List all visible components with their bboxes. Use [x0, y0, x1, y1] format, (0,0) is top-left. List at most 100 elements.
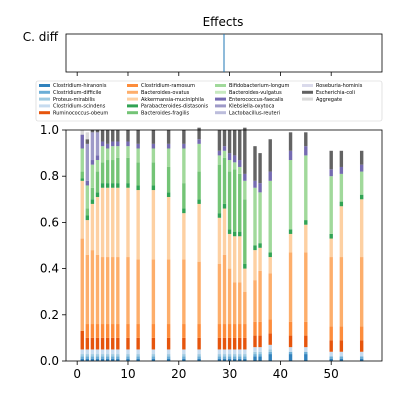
bar-segment: [80, 354, 84, 357]
bar-segment: [304, 335, 308, 348]
bar-segment: [197, 171, 201, 200]
bar-segment: [288, 321, 293, 336]
bar-segment: [329, 326, 333, 341]
bar-segment: [100, 130, 105, 142]
bar-segment: [268, 252, 272, 258]
bar-segment: [339, 358, 344, 361]
bar-segment: [253, 321, 257, 336]
bar-segment: [126, 141, 130, 147]
bar-segment: [288, 160, 293, 230]
bar-segment: [136, 185, 140, 191]
legend-label: Parabacteroides-distasonis: [141, 104, 208, 110]
bar-segment: [232, 358, 237, 361]
bar-segment: [85, 185, 90, 209]
bar-segment: [80, 356, 84, 359]
bar-segment: [166, 354, 171, 357]
bar-segment: [136, 349, 140, 355]
bar-segment: [258, 270, 262, 322]
bar-segment: [136, 162, 140, 186]
bar-segment: [359, 171, 364, 195]
bar-plot-frame: [65, 129, 383, 362]
bar-segment: [243, 180, 247, 200]
bar-segment: [166, 166, 171, 193]
bar-segment: [217, 358, 222, 361]
bar-segment: [222, 358, 227, 361]
bar-segment: [80, 171, 84, 179]
bar-segment: [95, 337, 100, 350]
bar-segment: [232, 354, 237, 357]
legend-swatch: [39, 84, 50, 87]
bar-segment: [166, 148, 171, 167]
bar-segment: [182, 356, 186, 359]
legend-label: Bifidobacterium-longum: [229, 83, 289, 89]
legend-label: Proteus-mirabilis: [53, 97, 95, 103]
bar-segment: [116, 337, 120, 350]
bar-segment: [339, 257, 344, 327]
bar-segment: [166, 349, 171, 355]
x-tick-label: 30: [222, 367, 237, 381]
bar-segment: [329, 358, 333, 361]
bar-segment: [243, 337, 247, 350]
bar-segment: [304, 146, 308, 156]
bar-segment: [85, 254, 90, 325]
bar-segment: [359, 340, 364, 352]
bar-segment: [182, 130, 186, 144]
bar-segment: [100, 356, 105, 359]
bar-segment: [253, 250, 257, 281]
bar-segment: [116, 349, 120, 355]
bar-segment: [232, 324, 237, 338]
bar-segment: [95, 349, 100, 355]
bar-segment: [126, 358, 130, 361]
bar-segment: [268, 180, 272, 253]
bar-segment: [232, 231, 237, 237]
legend-swatch: [127, 84, 138, 87]
bar-segment: [217, 337, 222, 350]
bar-segment: [151, 358, 156, 361]
legend-label: Klebsiella-oxytoca: [229, 104, 274, 110]
y-tick-label: 0.8: [40, 169, 59, 183]
legend-swatch: [127, 90, 138, 94]
bar-segment: [100, 324, 105, 338]
bar-segment: [222, 254, 227, 325]
bar-segment: [105, 143, 110, 149]
bar-segment: [95, 324, 100, 338]
bar-segment: [258, 347, 262, 352]
legend-label: Lactobacillus-reuteri: [229, 110, 280, 116]
bar-segment: [105, 148, 110, 161]
legend-label: Bacteroides-ovatus: [141, 90, 190, 96]
bar-segment: [339, 340, 344, 352]
bar-segment: [85, 358, 90, 361]
bar-segment: [95, 155, 100, 161]
bar-segment: [227, 356, 232, 359]
bar-segment: [222, 203, 227, 209]
bar-segment: [268, 139, 272, 172]
bar-segment: [339, 166, 344, 174]
bar-segment: [258, 183, 262, 193]
bar-segment: [85, 356, 90, 359]
bar-segment: [111, 324, 115, 338]
bar-segment: [197, 358, 201, 361]
bar-segment: [126, 187, 130, 258]
bar-segment: [232, 349, 237, 355]
bar-segment: [100, 187, 105, 258]
bar-segment: [288, 351, 293, 355]
bar-segment: [85, 324, 90, 338]
bar-segment: [258, 321, 262, 336]
bar-segment: [258, 192, 262, 244]
bar-segment: [197, 356, 201, 359]
bar-segment: [288, 335, 293, 348]
bar-segment: [166, 130, 171, 144]
bar-segment: [268, 333, 272, 345]
bar-segment: [197, 261, 201, 325]
bar-segment: [80, 238, 84, 331]
bar-segment: [95, 254, 100, 325]
bar-segment: [85, 208, 90, 216]
bar-segment: [151, 349, 156, 355]
bar-segment: [182, 337, 186, 350]
bar-segment: [268, 349, 272, 352]
bar-segment: [222, 150, 227, 158]
bar-segment: [151, 130, 156, 144]
bar-segment: [111, 354, 115, 357]
bar-segment: [182, 324, 186, 338]
bar-segment: [166, 192, 171, 197]
